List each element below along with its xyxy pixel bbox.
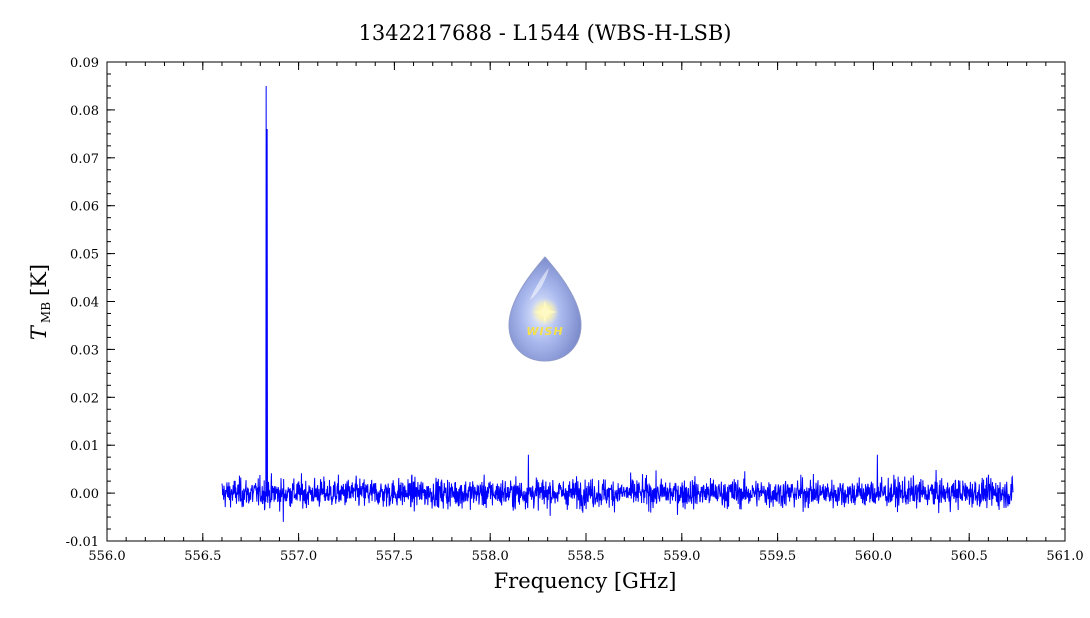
tick-labels: 556.0 556.5 557.0 557.5 558.0 558.5 559.0 559.5… (66, 56, 1084, 564)
x-tick-label: 560.5 (951, 549, 988, 564)
x-tick-label: 557.0 (280, 549, 317, 564)
y-tick-label: 0.00 (70, 487, 99, 502)
x-tick-label: 559.0 (663, 549, 700, 564)
spectrum-series (221, 85, 1014, 522)
y-tick-label: 0.03 (70, 343, 99, 358)
x-tick-label: 558.5 (567, 549, 604, 564)
y-axis-label: TMB[K] (27, 264, 53, 340)
x-tick-label: 556.0 (88, 549, 125, 564)
svg-text:TMB[K]: TMB[K] (27, 264, 53, 340)
y-tick-label: 0.04 (70, 296, 99, 311)
x-axis-label: Frequency [GHz] (494, 569, 677, 593)
plot-frame (106, 61, 1066, 542)
x-tick-label: 560.0 (855, 549, 892, 564)
y-tick-label: -0.01 (66, 535, 99, 550)
x-tick-label: 557.5 (376, 549, 413, 564)
chart-title: 1342217688 - L1544 (WBS-H-LSB) (359, 21, 732, 45)
y-tick-label: 0.06 (70, 200, 99, 215)
y-tick-label: 0.05 (70, 248, 99, 263)
x-tick-label: 558.0 (472, 549, 509, 564)
y-tick-label: 0.09 (70, 56, 99, 71)
wish-logo: WISH (508, 256, 582, 362)
y-tick-label: 0.07 (70, 152, 99, 167)
x-tick-label: 561.0 (1046, 549, 1083, 564)
plot-axes (106, 61, 1066, 542)
logo-text: WISH (526, 325, 563, 338)
y-tick-label: 0.02 (70, 391, 99, 406)
y-tick-label: 0.01 (70, 439, 99, 454)
x-tick-label: 559.5 (759, 549, 796, 564)
y-tick-label: 0.08 (70, 104, 99, 119)
x-tick-label: 556.5 (184, 549, 221, 564)
